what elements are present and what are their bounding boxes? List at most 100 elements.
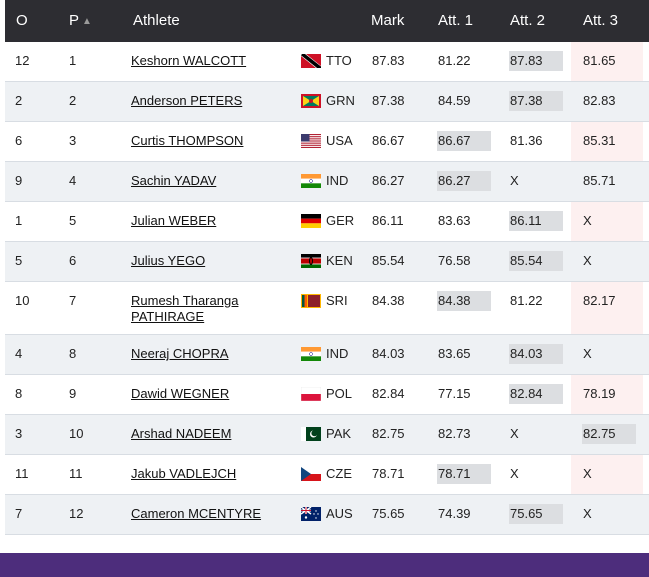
- athlete-link[interactable]: Jakub VADLEJCH: [131, 466, 237, 481]
- mark-cell: 84.03: [372, 346, 405, 361]
- best-attempt-highlight: 86.11: [509, 211, 563, 231]
- athlete-link[interactable]: Cameron MCENTYRE: [131, 506, 262, 521]
- athlete-link[interactable]: Rumesh Tharanga PATHIRAGE: [131, 293, 239, 324]
- att3-cell: X: [583, 506, 592, 521]
- order-cell: 3: [15, 426, 23, 441]
- position-cell: 2: [69, 93, 77, 108]
- att1-cell: 86.27: [438, 173, 471, 188]
- att1-cell: 76.58: [438, 253, 471, 268]
- order-cell: 4: [15, 346, 23, 361]
- header-att1[interactable]: Att. 1: [438, 12, 474, 29]
- best-attempt-highlight: 75.65: [509, 504, 563, 524]
- att3-cell: 78.19: [583, 386, 616, 401]
- position-cell: 11: [69, 466, 83, 481]
- order-cell: 1: [15, 213, 23, 228]
- athlete-link[interactable]: Keshorn WALCOTT: [131, 53, 247, 68]
- header-athlete[interactable]: Athlete: [133, 12, 180, 29]
- header-position[interactable]: P ▲: [69, 12, 92, 32]
- att3-cell: 82.83: [583, 93, 616, 108]
- best-attempt-highlight: 85.54: [509, 251, 563, 271]
- order-cell: 5: [15, 253, 23, 268]
- att1-cell: 86.67: [438, 133, 471, 148]
- table-row: 1 5 Julian WEBER GER 86.11 83.63 86.11 X: [5, 202, 649, 242]
- trinidad-flag-icon: [301, 54, 321, 68]
- att3-cell: 82.17: [583, 293, 616, 308]
- position-cell: 6: [69, 253, 77, 268]
- grenada-flag-icon: [301, 94, 321, 108]
- nationality-cell: AUS: [326, 506, 353, 521]
- att3-cell: 85.31: [583, 133, 616, 148]
- best-attempt-highlight: 84.38: [437, 291, 491, 311]
- order-cell: 6: [15, 133, 23, 148]
- att2-cell: 75.65: [510, 506, 543, 521]
- header-att3[interactable]: Att. 3: [583, 12, 619, 29]
- mark-cell: 86.67: [372, 133, 405, 148]
- att2-cell: X: [510, 466, 519, 481]
- best-attempt-highlight: 87.83: [509, 51, 563, 71]
- header-order[interactable]: O: [16, 12, 28, 29]
- att2-cell: 82.84: [510, 386, 543, 401]
- order-cell: 11: [15, 466, 29, 481]
- mark-cell: 82.75: [372, 426, 405, 441]
- nationality-cell: IND: [326, 346, 349, 361]
- att3-cell: X: [583, 346, 592, 361]
- header-mark[interactable]: Mark: [371, 12, 405, 29]
- table-row: 6 3 Curtis THOMPSON USA 86.67 86.67 81.36 85.31: [5, 122, 649, 162]
- germany-flag-icon: [301, 214, 321, 228]
- athlete-link[interactable]: Anderson PETERS: [131, 93, 243, 108]
- att2-cell: X: [510, 173, 519, 188]
- att1-cell: 84.59: [438, 93, 471, 108]
- order-cell: 8: [15, 386, 23, 401]
- table-header: O P ▲ Athlete Mark Att. 1 Att. 2 Att. 3: [5, 0, 649, 42]
- order-cell: 12: [15, 53, 30, 68]
- position-cell: 5: [69, 213, 77, 228]
- position-cell: 12: [69, 506, 84, 521]
- att2-cell: 87.83: [510, 53, 543, 68]
- order-cell: 7: [15, 506, 23, 521]
- table-row: 8 9 Dawid WEGNER POL 82.84 77.15 82.84 78.19: [5, 375, 649, 415]
- att2-cell: 87.38: [510, 93, 543, 108]
- best-attempt-highlight: 86.67: [437, 131, 491, 151]
- athlete-link[interactable]: Curtis THOMPSON: [131, 133, 244, 148]
- athlete-link[interactable]: Neeraj CHOPRA: [131, 346, 229, 361]
- athlete-link[interactable]: Dawid WEGNER: [131, 386, 230, 401]
- position-cell: 8: [69, 346, 77, 361]
- mark-cell: 84.38: [372, 293, 405, 308]
- position-cell: 7: [69, 293, 77, 308]
- att1-cell: 74.39: [438, 506, 471, 521]
- table-row: 4 8 Neeraj CHOPRA IND 84.03 83.65 84.03 X: [5, 335, 649, 375]
- order-cell: 9: [15, 173, 23, 188]
- table-row: 5 6 Julius YEGO KEN 85.54 76.58 85.54 X: [5, 242, 649, 282]
- position-cell: 3: [69, 133, 77, 148]
- table-row: 11 11 Jakub VADLEJCH CZE 78.71 78.71 X X: [5, 455, 649, 495]
- att3-cell: X: [583, 466, 592, 481]
- att2-cell: X: [510, 426, 519, 441]
- position-cell: 10: [69, 426, 84, 441]
- mark-cell: 75.65: [372, 506, 405, 521]
- best-attempt-highlight: 87.38: [509, 91, 563, 111]
- table-row: 3 10 Arshad NADEEM PAK 82.75 82.73 X 82.75: [5, 415, 649, 455]
- athlete-link[interactable]: Julian WEBER: [131, 213, 217, 228]
- australia-flag-icon: [301, 507, 321, 521]
- best-attempt-highlight: 78.71: [437, 464, 491, 484]
- att3-cell: 82.75: [583, 426, 616, 441]
- kenya-flag-icon: [301, 254, 321, 268]
- att3-cell: 85.71: [583, 173, 616, 188]
- header-position-label: P: [69, 12, 80, 29]
- athlete-link[interactable]: Julius YEGO: [131, 253, 206, 268]
- table-row: 10 7 Rumesh Tharanga PATHIRAGE SRI 84.38 84.3…: [5, 282, 649, 335]
- mark-cell: 82.84: [372, 386, 405, 401]
- athlete-link[interactable]: Arshad NADEEM: [131, 426, 232, 441]
- nationality-cell: PAK: [326, 426, 352, 441]
- nationality-cell: CZE: [326, 466, 352, 481]
- athlete-link[interactable]: Sachin YADAV: [131, 173, 217, 188]
- header-att2[interactable]: Att. 2: [510, 12, 546, 29]
- sort-ascending-icon: ▲: [82, 16, 92, 27]
- att2-cell: 81.36: [510, 133, 543, 148]
- footer-bar: [0, 553, 649, 577]
- nationality-cell: POL: [326, 386, 353, 401]
- srilanka-flag-icon: [301, 294, 321, 308]
- results-table: O P ▲ Athlete Mark Att. 1 Att. 2 Att. 3 1…: [5, 0, 649, 535]
- att1-cell: 84.38: [438, 293, 471, 308]
- att2-cell: 81.22: [510, 293, 543, 308]
